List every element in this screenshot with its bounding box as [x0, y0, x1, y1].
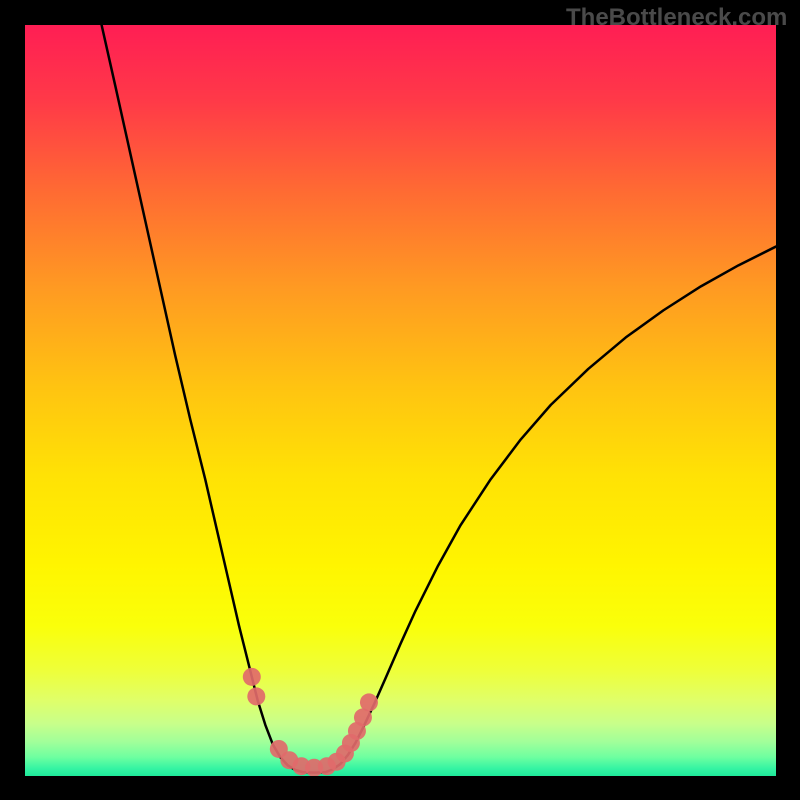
- overlay-pink-dot: [243, 668, 261, 686]
- overlay-pink-dot: [247, 687, 265, 705]
- curves-svg: [25, 25, 776, 776]
- curve-left: [102, 25, 303, 772]
- watermark-text: TheBottleneck.com: [566, 4, 787, 32]
- curve-right: [325, 247, 776, 773]
- overlay-pink-dot: [360, 693, 378, 711]
- plot-area: [25, 25, 776, 776]
